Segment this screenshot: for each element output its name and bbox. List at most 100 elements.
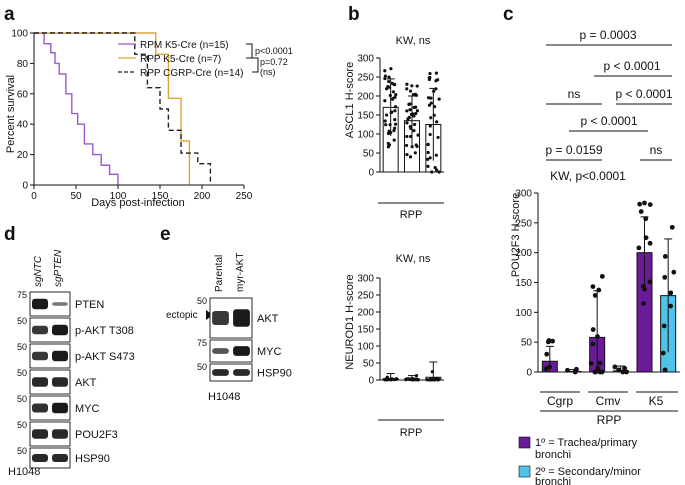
- pou2f3-dot: [590, 284, 596, 289]
- ascl1-ytick-label: 300: [357, 54, 374, 65]
- ascl1-ylabel: ASCL1 H-score: [344, 62, 356, 138]
- pou2f3-dot: [643, 235, 649, 241]
- ascl1-dot: [434, 153, 438, 157]
- blot-d-blot-strip: [29, 447, 71, 469]
- ascl1-dot: [387, 79, 391, 84]
- pou2f3-dot: [624, 369, 629, 375]
- survival-xtick-label: 200: [194, 191, 211, 202]
- pou2f3-dot: [565, 367, 570, 373]
- pou2f3-dot: [547, 364, 553, 370]
- neurod1-ytick-label: 200: [357, 308, 374, 319]
- pou2f3-dot: [546, 338, 552, 343]
- neurod1-ytick-label: 300: [357, 274, 374, 285]
- blot-d-band: [32, 429, 48, 439]
- neurod1-dot: [385, 378, 389, 382]
- survival-ytick-label: 80: [17, 59, 29, 70]
- ascl1-ytick-label: 200: [357, 92, 374, 103]
- neurod1-group: RPP: [400, 427, 423, 439]
- panel-label-b: b: [348, 4, 360, 25]
- blot-d-mw-label: 50: [17, 342, 27, 352]
- survival-ytick-label: 40: [17, 120, 29, 131]
- panel-label-e: e: [160, 224, 171, 245]
- pou2f3-dot: [599, 273, 605, 279]
- ascl1-dot: [434, 87, 438, 91]
- blot-e-band-label: AKT: [257, 313, 279, 325]
- ascl1-dot: [413, 122, 417, 127]
- legend-primary-2: bronchi: [535, 449, 571, 461]
- ascl1-dot: [432, 89, 436, 93]
- pou2f3-dot: [643, 216, 649, 222]
- ascl1-dot: [413, 151, 417, 155]
- ascl1-dot: [428, 71, 432, 76]
- ascl1-dot: [426, 150, 430, 155]
- survival-ytick-label: 60: [17, 89, 29, 100]
- group-rpp: RPP: [597, 413, 622, 427]
- ascl1-ytick-label: 250: [357, 73, 374, 84]
- survival-pval-1: p<0.0001: [255, 46, 293, 56]
- neurod1-ytick-label: 100: [357, 342, 374, 353]
- blot-d-mw-label: 50: [17, 446, 27, 456]
- ascl1-dot: [387, 75, 391, 79]
- pou2f3-dot: [642, 200, 647, 206]
- survival-legend: RPM K5-Cre (n=15) RPP K5-Cre (n=7) RPP C…: [118, 40, 293, 79]
- legend-rpm-k5: RPM K5-Cre (n=15): [140, 40, 229, 51]
- lane-label-parental: Parental: [214, 255, 225, 292]
- pou2f3-dot: [647, 240, 653, 246]
- blot-e-band: [212, 348, 229, 354]
- ascl1-dot: [428, 75, 432, 80]
- ascl1-dot: [385, 87, 389, 91]
- survival-xtick-label: 100: [110, 191, 127, 202]
- ascl1-dot: [393, 118, 397, 122]
- neurod1-dot: [410, 378, 415, 382]
- blot-e-blot-strip: [209, 363, 253, 382]
- survival-xtick-label: 50: [70, 191, 82, 202]
- ascl1-ytick-label: 100: [357, 130, 374, 141]
- survival-pval-3: (ns): [260, 67, 276, 77]
- pou2f3-dot: [638, 209, 644, 214]
- neurod1-ytick-label: 0: [368, 376, 374, 387]
- panel-label-a: a: [4, 4, 15, 25]
- pou2f3-ytick-label: 50: [521, 338, 533, 349]
- ascl1-dot: [385, 113, 389, 117]
- ascl1-dot: [426, 142, 430, 147]
- neurod1-dot: [405, 377, 410, 381]
- blot-d-band: [52, 402, 68, 414]
- blot-e-mw-label: 75: [197, 338, 207, 348]
- sig-pval-7: ns: [650, 143, 663, 157]
- survival-xtick-label: 150: [152, 191, 169, 202]
- ascl1-dot: [428, 132, 432, 137]
- legend-rpp-k5: RPP K5-Cre (n=7): [140, 54, 221, 65]
- ascl1-stat: KW, ns: [396, 35, 431, 47]
- blot-e-blot-strip: [209, 339, 253, 363]
- survival-series-1: [34, 32, 191, 185]
- neurod1-ylabel: NEUROD1 H-score: [344, 274, 356, 369]
- pou2f3-ytick-label: 100: [515, 308, 532, 319]
- ascl1-dot: [412, 128, 416, 133]
- blot-d-mw-label: 50: [17, 316, 27, 326]
- ascl1-dot: [410, 84, 414, 88]
- panel-label-d: d: [4, 224, 16, 245]
- blot-d-band: [32, 325, 48, 335]
- pou2f3-dot: [596, 287, 602, 293]
- ascl1-dot: [406, 117, 410, 121]
- ascl1-dot: [408, 108, 412, 112]
- blot-d-band: [52, 302, 68, 306]
- neurod1-dot: [383, 378, 387, 382]
- pou2f3-dot: [597, 360, 603, 366]
- ascl1-dot: [415, 109, 420, 113]
- neurod1-ytick-label: 150: [357, 325, 374, 336]
- ascl1-dot: [389, 110, 393, 115]
- survival-xtick-label: 0: [31, 191, 37, 202]
- pou2f3-dot: [574, 366, 579, 372]
- pou2f3-ytick-label: 0: [526, 368, 532, 379]
- neurod1-dot: [425, 378, 429, 382]
- group-cmv: Cmv: [596, 394, 621, 408]
- ascl1-dot: [394, 92, 398, 97]
- pou2f3-dot: [640, 283, 646, 289]
- pou2f3-stat: KW, p<0.0001: [550, 169, 626, 183]
- blot-d-band: [52, 324, 68, 336]
- ascl1-dot: [405, 87, 409, 91]
- pou2f3-ylabel: POU2F3 H-score: [510, 193, 522, 277]
- blot-e-mw-label: 50: [197, 362, 207, 372]
- pou2f3-dot: [662, 254, 668, 259]
